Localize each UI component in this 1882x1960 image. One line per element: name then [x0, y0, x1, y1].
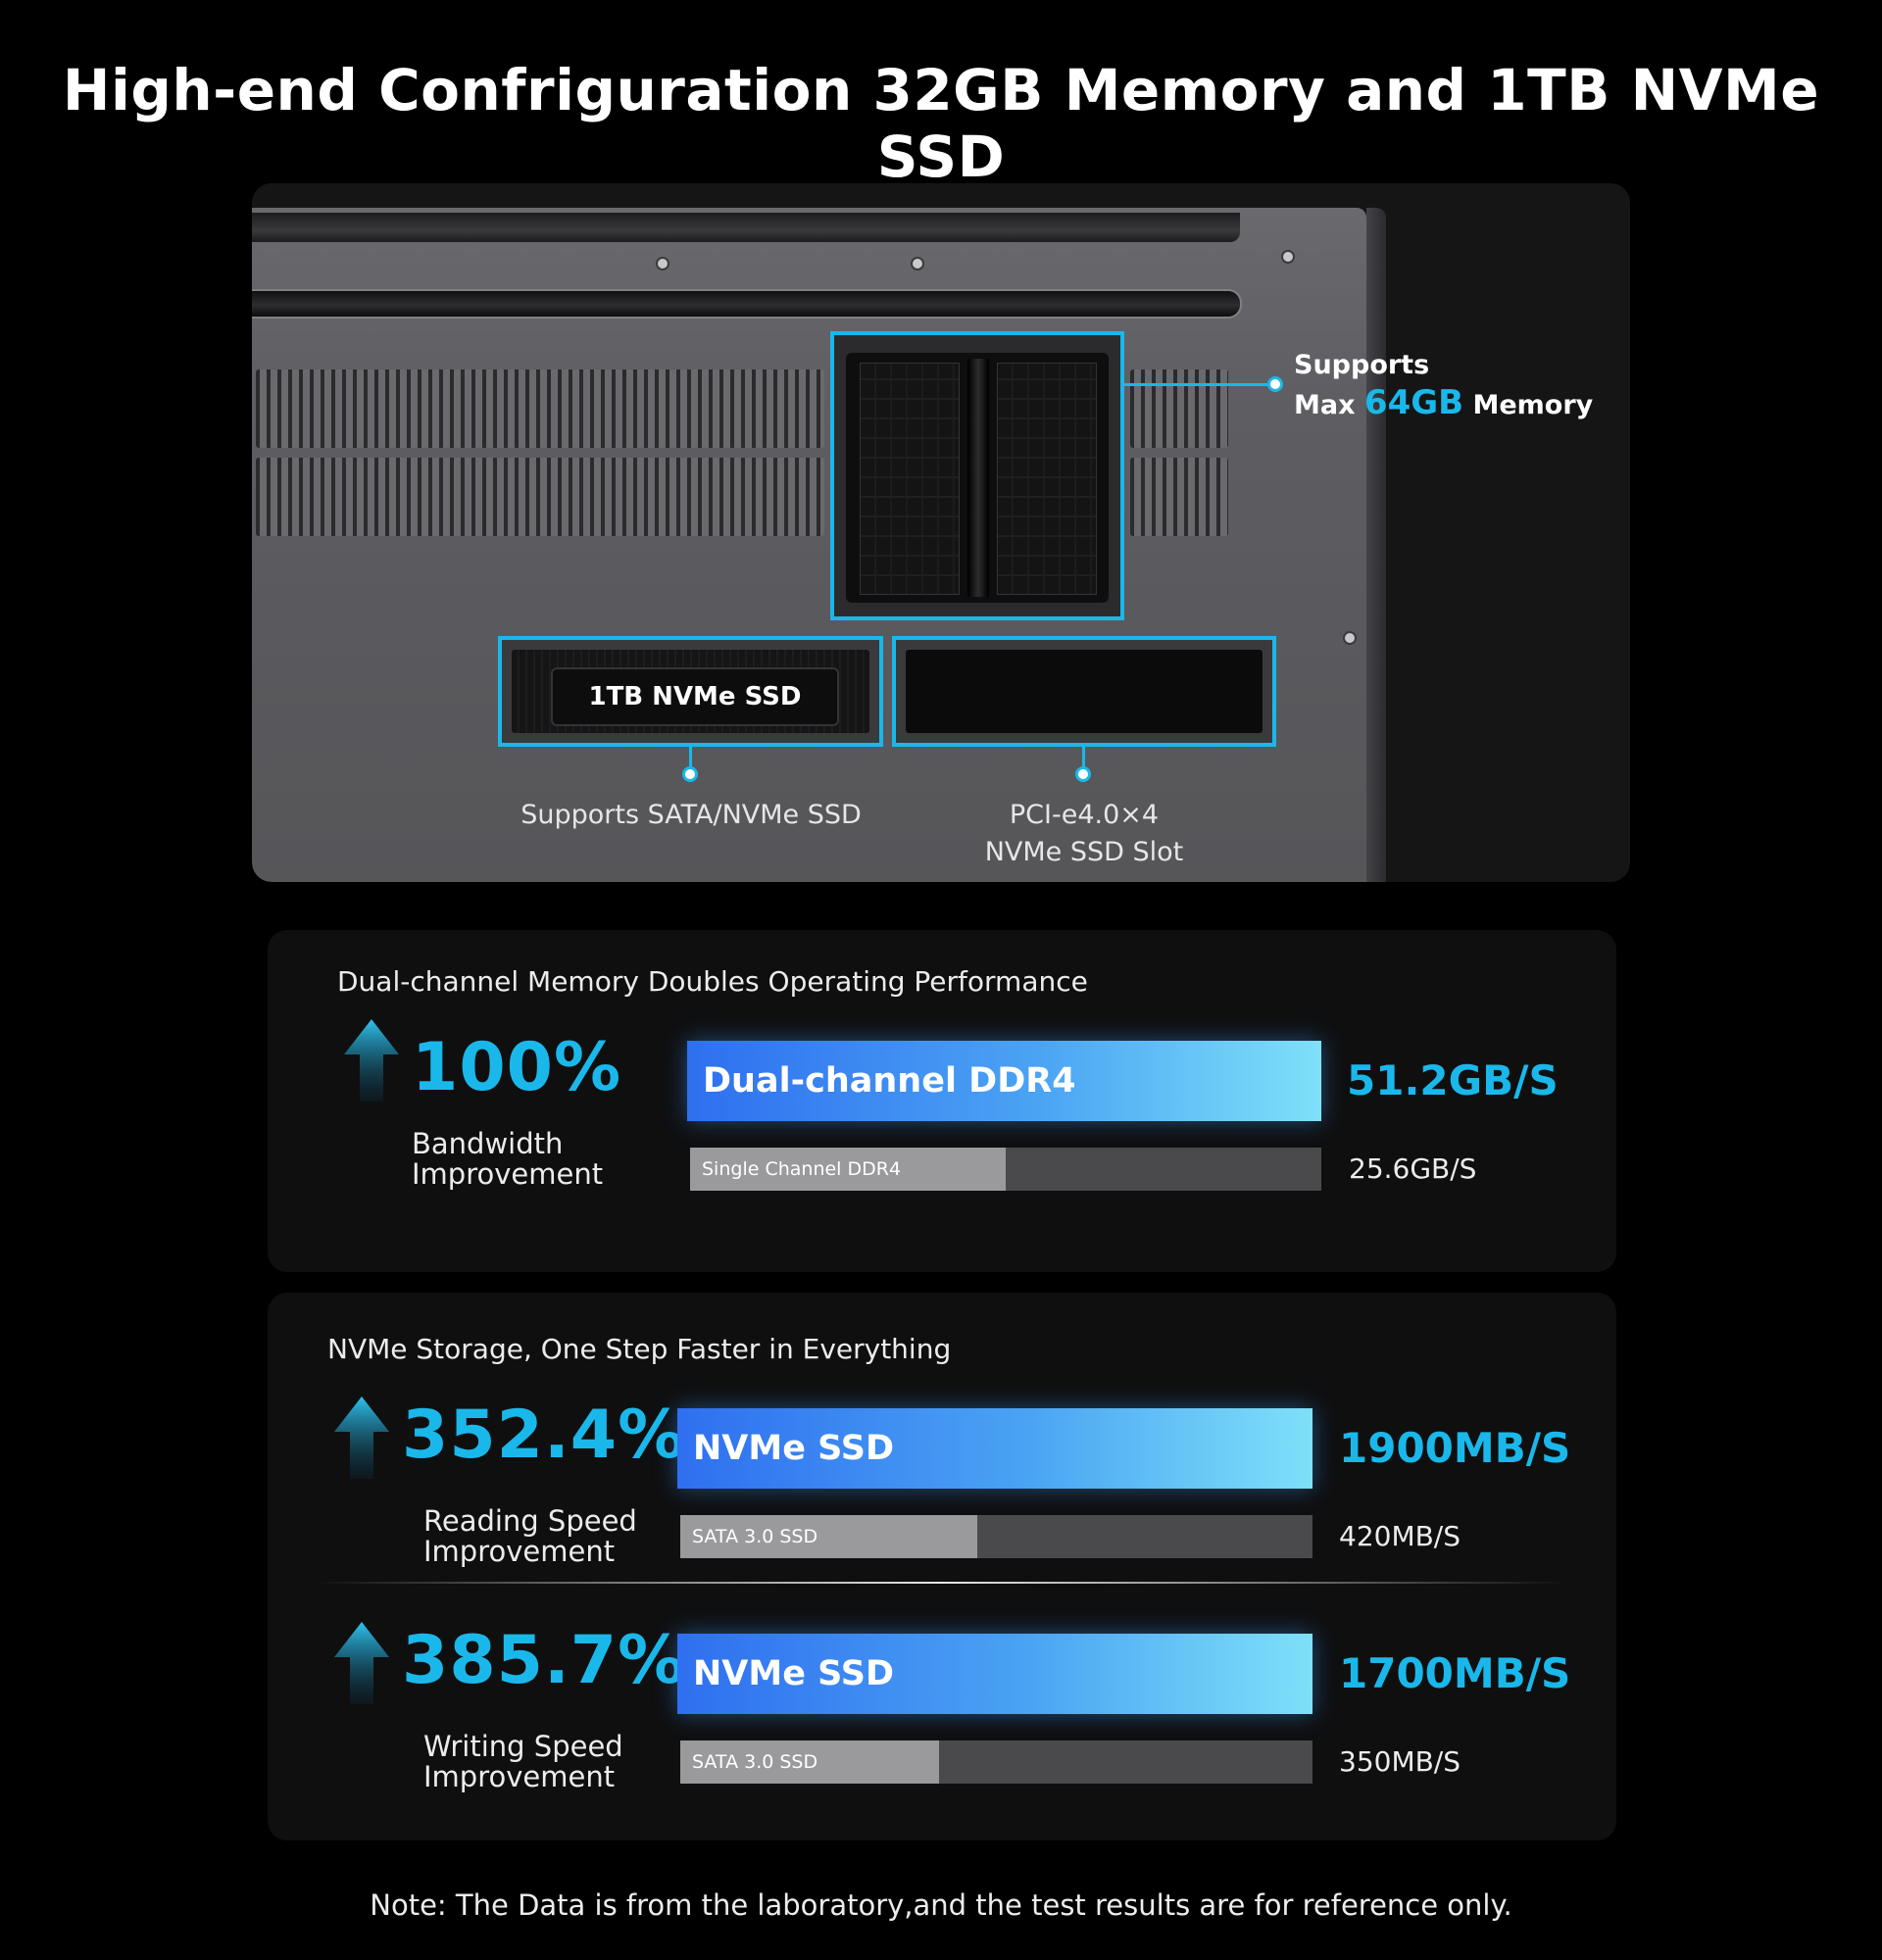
laptop-bottom-case [252, 208, 1366, 882]
slot-caption-line2: NVMe SSD Slot [984, 837, 1184, 867]
page-title: High-end Confriguration 32GB Memory and … [62, 57, 1820, 190]
slot-connector-dot [1075, 766, 1091, 782]
ssd-caption: Supports SATA/NVMe SSD [520, 800, 862, 830]
screw [911, 257, 924, 270]
nvme-read-value: 1900MB/S [1339, 1424, 1571, 1472]
ssd-module: 1TB NVMe SSD [512, 650, 869, 733]
memory-module [846, 353, 1109, 603]
ssd-slot-highlight: 1TB NVMe SSD [498, 636, 883, 747]
memory-panel-heading: Dual-channel Memory Doubles Operating Pe… [337, 965, 1088, 998]
bandwidth-label-line2: Improvement [412, 1157, 604, 1191]
dual-channel-bar-label: Dual-channel DDR4 [703, 1061, 1076, 1101]
vent-grille [1130, 458, 1228, 536]
reading-label-line2: Improvement [423, 1535, 616, 1568]
writing-label: Writing Speed Improvement [423, 1732, 623, 1792]
memory-note-suffix: Memory [1472, 390, 1594, 420]
writing-label-line1: Writing Speed [423, 1730, 623, 1763]
dual-channel-value: 51.2GB/S [1347, 1056, 1559, 1104]
sata-write-bar-label: SATA 3.0 SSD [692, 1751, 818, 1773]
screw [656, 257, 669, 270]
single-channel-track: Single Channel DDR4 [690, 1148, 1321, 1191]
single-channel-bar-label: Single Channel DDR4 [702, 1158, 902, 1180]
memory-note-line1: Supports [1294, 350, 1430, 380]
memory-note-accent: 64GB [1363, 383, 1464, 422]
sata-read-bar-label: SATA 3.0 SSD [692, 1526, 818, 1547]
hinge-top [252, 213, 1240, 242]
writing-label-line2: Improvement [423, 1760, 616, 1793]
reading-percent: 352.4% [402, 1396, 686, 1474]
hinge-bar [252, 289, 1242, 318]
ram-stick [997, 363, 1097, 595]
footnote: Note: The Data is from the laboratory,an… [370, 1888, 1512, 1922]
nvme-read-bar: NVMe SSD [677, 1408, 1312, 1489]
memory-note-prefix: Max [1294, 390, 1356, 420]
reading-label: Reading Speed Improvement [423, 1506, 637, 1567]
row-divider [314, 1582, 1568, 1584]
bandwidth-label: Bandwidth Improvement [412, 1129, 603, 1190]
ram-stick [860, 363, 960, 595]
storage-panel-heading: NVMe Storage, One Step Faster in Everyth… [327, 1333, 952, 1365]
single-channel-value: 25.6GB/S [1349, 1152, 1477, 1185]
screw [1281, 250, 1295, 264]
slot-caption-line1: PCI-e4.0×4 [1009, 800, 1160, 830]
sata-read-bar: SATA 3.0 SSD [680, 1515, 978, 1558]
empty-ssd-slot-highlight [892, 636, 1276, 747]
up-arrow-icon [334, 1622, 389, 1704]
sata-read-track: SATA 3.0 SSD [680, 1515, 1312, 1558]
empty-ssd-slot [906, 650, 1263, 733]
memory-capacity-note: Supports Max 64GB Memory [1294, 347, 1593, 424]
ssd-connector-line [689, 747, 692, 768]
slot-connector-line [1082, 747, 1085, 768]
ssd-label: 1TB NVMe SSD [551, 667, 839, 726]
nvme-read-bar-label: NVMe SSD [693, 1429, 895, 1468]
memory-slot-highlight [830, 331, 1124, 620]
vent-grille [1130, 369, 1228, 448]
single-channel-bar: Single Channel DDR4 [690, 1148, 1006, 1191]
sata-write-track: SATA 3.0 SSD [680, 1740, 1312, 1784]
up-arrow-icon [344, 1019, 399, 1102]
nvme-write-bar: NVMe SSD [677, 1634, 1312, 1714]
hardware-illustration: Supports Max 64GB Memory 1TB NVMe SSD Su… [252, 183, 1630, 882]
writing-percent: 385.7% [402, 1622, 686, 1699]
vent-grille [256, 458, 824, 536]
reading-label-line1: Reading Speed [423, 1504, 637, 1538]
nvme-write-value: 1700MB/S [1339, 1649, 1571, 1697]
screw [1343, 631, 1357, 645]
bandwidth-percent: 100% [412, 1029, 622, 1106]
sata-write-bar: SATA 3.0 SSD [680, 1740, 940, 1784]
bandwidth-label-line1: Bandwidth [412, 1127, 564, 1160]
memory-connector-dot [1267, 376, 1283, 392]
slot-caption: PCI-e4.0×4 NVMe SSD Slot [892, 797, 1276, 871]
ssd-connector-dot [682, 766, 698, 782]
case-side-edge [1366, 208, 1386, 882]
nvme-write-bar-label: NVMe SSD [693, 1654, 895, 1693]
up-arrow-icon [334, 1396, 389, 1479]
ram-divider [967, 359, 989, 597]
sata-write-value: 350MB/S [1339, 1745, 1461, 1778]
memory-connector-line [1124, 383, 1271, 386]
dual-channel-bar: Dual-channel DDR4 [687, 1041, 1321, 1121]
vent-grille [256, 369, 824, 448]
sata-read-value: 420MB/S [1339, 1520, 1461, 1552]
